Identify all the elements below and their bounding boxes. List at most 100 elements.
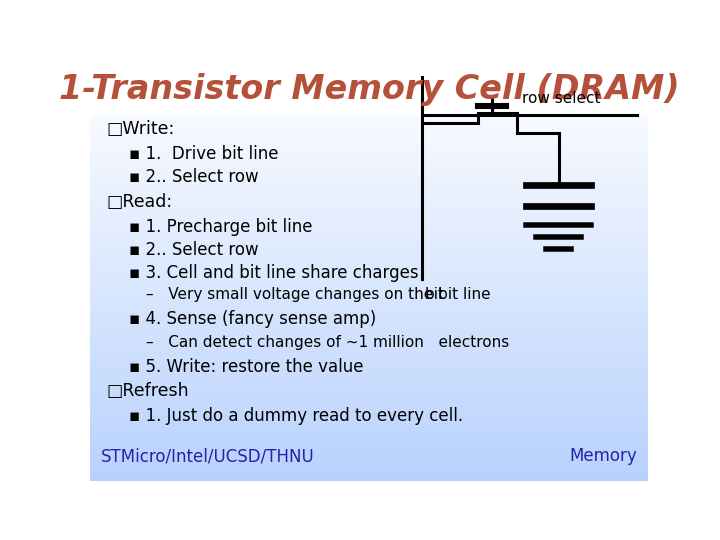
- Bar: [90, 422, 648, 424]
- Bar: [90, 73, 648, 75]
- Bar: [90, 160, 648, 163]
- Bar: [90, 441, 648, 443]
- Bar: [90, 435, 648, 437]
- Bar: [90, 410, 648, 412]
- Bar: [90, 96, 648, 98]
- Text: STMicro/Intel/UCSD/THNU: STMicro/Intel/UCSD/THNU: [101, 448, 315, 465]
- Bar: [90, 113, 648, 114]
- Bar: [90, 256, 648, 258]
- Bar: [90, 111, 648, 113]
- Bar: [90, 204, 648, 206]
- Bar: [90, 208, 648, 210]
- Bar: [90, 354, 648, 356]
- Text: 1-Transistor Memory Cell (DRAM): 1-Transistor Memory Cell (DRAM): [59, 73, 679, 106]
- Bar: [90, 349, 648, 352]
- Bar: [90, 252, 648, 254]
- Bar: [90, 306, 648, 308]
- Bar: [90, 343, 648, 346]
- Bar: [90, 225, 648, 227]
- Bar: [90, 395, 648, 397]
- Text: ▪ 1. Precharge bit line: ▪ 1. Precharge bit line: [129, 218, 312, 236]
- Bar: [90, 123, 648, 125]
- Bar: [90, 406, 648, 408]
- Bar: [90, 102, 648, 104]
- Bar: [90, 333, 648, 335]
- Bar: [90, 337, 648, 339]
- Bar: [90, 339, 648, 341]
- Bar: [90, 414, 648, 416]
- Bar: [90, 437, 648, 439]
- Bar: [90, 82, 648, 84]
- Bar: [90, 391, 648, 393]
- Bar: [90, 298, 648, 300]
- Bar: [90, 158, 648, 160]
- Text: ▪ 2.. Select row: ▪ 2.. Select row: [129, 168, 258, 186]
- Bar: [90, 397, 648, 400]
- Bar: [90, 352, 648, 354]
- Bar: [90, 356, 648, 358]
- Bar: [90, 458, 648, 460]
- Bar: [90, 300, 648, 302]
- Bar: [90, 308, 648, 310]
- Bar: [90, 478, 648, 481]
- Bar: [90, 190, 648, 192]
- Bar: [90, 375, 648, 377]
- Bar: [90, 451, 648, 454]
- Bar: [90, 420, 648, 422]
- Bar: [90, 146, 648, 148]
- Bar: [90, 238, 648, 239]
- Bar: [90, 87, 648, 90]
- Bar: [90, 381, 648, 383]
- Bar: [90, 312, 648, 314]
- Bar: [90, 210, 648, 212]
- Bar: [90, 129, 648, 131]
- Bar: [90, 156, 648, 158]
- Bar: [90, 200, 648, 202]
- Bar: [90, 412, 648, 414]
- Bar: [90, 341, 648, 343]
- Bar: [90, 192, 648, 194]
- Bar: [90, 275, 648, 277]
- Bar: [90, 316, 648, 319]
- Bar: [90, 92, 648, 94]
- Bar: [90, 144, 648, 146]
- Bar: [90, 472, 648, 474]
- Bar: [90, 389, 648, 391]
- Bar: [90, 219, 648, 221]
- Bar: [90, 167, 648, 168]
- Bar: [90, 408, 648, 410]
- Bar: [90, 289, 648, 292]
- Bar: [90, 133, 648, 136]
- Bar: [90, 393, 648, 395]
- Bar: [90, 175, 648, 177]
- Bar: [90, 235, 648, 238]
- Bar: [90, 165, 648, 167]
- Bar: [90, 304, 648, 306]
- Text: ▪ 3. Cell and bit line share charges: ▪ 3. Cell and bit line share charges: [129, 264, 419, 282]
- Bar: [90, 464, 648, 466]
- Bar: [90, 206, 648, 208]
- Bar: [90, 168, 648, 171]
- Bar: [90, 447, 648, 449]
- Text: □Write:: □Write:: [107, 120, 175, 138]
- Text: –   Can detect changes of ~1 million   electrons: – Can detect changes of ~1 million elect…: [145, 335, 509, 349]
- Bar: [90, 141, 648, 144]
- Text: ▪ 5. Write: restore the value: ▪ 5. Write: restore the value: [129, 358, 364, 376]
- Bar: [90, 268, 648, 271]
- Text: ▪ 4. Sense (fancy sense amp): ▪ 4. Sense (fancy sense amp): [129, 310, 377, 328]
- Bar: [90, 366, 648, 368]
- Bar: [90, 140, 648, 141]
- Bar: [90, 364, 648, 366]
- Bar: [90, 277, 648, 279]
- Text: □Refresh: □Refresh: [107, 382, 189, 400]
- Bar: [90, 431, 648, 433]
- Bar: [90, 281, 648, 283]
- Bar: [90, 217, 648, 219]
- Bar: [90, 179, 648, 181]
- Bar: [90, 262, 648, 265]
- Bar: [90, 429, 648, 431]
- Bar: [90, 379, 648, 381]
- Bar: [90, 84, 648, 85]
- Bar: [90, 138, 648, 140]
- Bar: [90, 239, 648, 241]
